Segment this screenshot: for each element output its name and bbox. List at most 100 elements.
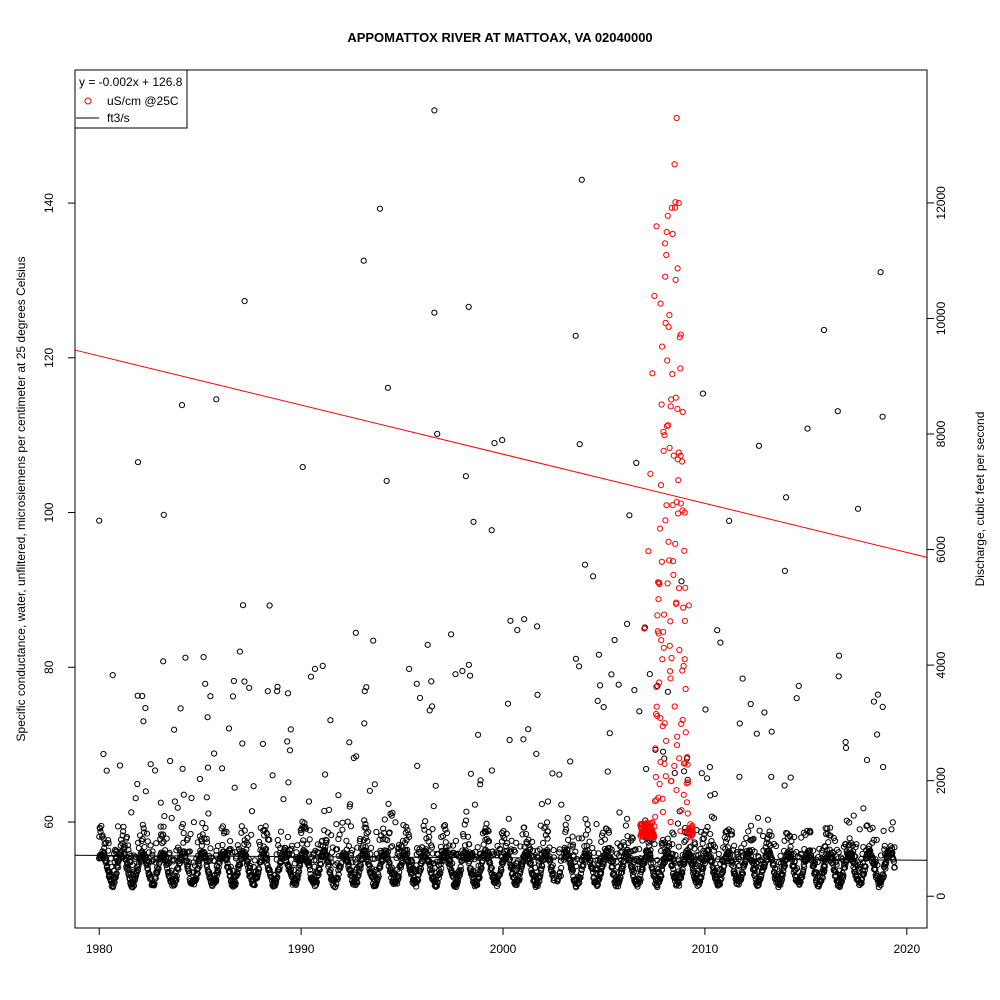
data-point [299,464,306,471]
data-point [724,835,731,842]
data-point [877,882,884,889]
data-point [702,706,709,713]
data-point [663,502,670,509]
data-point [877,269,884,276]
data-point [103,858,110,865]
data-point [160,831,167,838]
data-point [429,826,436,833]
data-point [832,869,839,876]
legend-marker-conductance [84,97,92,105]
data-point [544,798,552,805]
data-point [348,850,355,857]
data-point [629,871,637,879]
data-point [608,846,615,853]
data-point [659,808,667,816]
data-point [171,798,178,805]
data-point [247,862,254,870]
legend-label-discharge: ft3/s [107,111,130,125]
data-point [874,691,882,698]
data-point [858,880,865,887]
data-point [660,644,667,651]
data-point [464,833,472,840]
x-tick-label: 2000 [490,942,517,956]
data-point [339,819,346,826]
data-point [157,799,164,806]
data-point [405,857,412,865]
data-point [211,750,218,757]
data-point [688,832,695,839]
data-point [622,822,630,829]
data-point [428,844,436,851]
data-point [681,838,688,846]
data-point [835,855,842,862]
data-point [651,841,658,848]
data-point [227,845,234,853]
data-point [672,394,679,401]
data-point [731,842,738,849]
data-point [435,875,442,882]
data-point [202,824,209,832]
data-point [684,761,691,768]
data-point [385,800,392,808]
data-point [439,833,447,840]
data-point [852,853,859,860]
data-point [463,808,470,815]
data-point [584,821,591,828]
data-point [345,858,352,865]
data-point [352,629,359,636]
data-point [606,730,613,737]
data-point [448,631,455,638]
data-point [319,662,326,670]
data-point [196,775,203,783]
regression-line [74,349,928,558]
data-point [676,334,683,341]
data-point [670,452,677,459]
data-point [730,847,737,854]
data-point [768,832,775,839]
data-point [663,229,670,236]
data-point [651,798,659,805]
data-point [388,812,395,819]
data-point [698,874,705,882]
data-point [597,682,604,689]
data-point [856,865,863,872]
data-point [619,869,626,876]
data-point [676,755,683,762]
data-point [433,883,440,890]
data-point [457,863,464,870]
data-point [355,872,362,879]
data-point [863,823,870,830]
data-point [645,548,652,555]
data-point [681,547,688,554]
data-point [498,867,505,874]
legend-equation: y = -0.002x + 126.8 [79,75,183,89]
data-point [173,872,180,880]
data-point [672,851,679,859]
data-point [701,831,708,838]
data-point [677,452,684,459]
data-point [384,837,391,844]
data-point [668,778,675,785]
data-point [781,782,788,789]
data-point [768,773,775,780]
data-point [674,820,682,827]
data-point [212,875,219,882]
data-point [679,458,686,465]
data-point [299,840,306,847]
y2-tick-label: 12000 [934,186,948,220]
data-point [288,845,295,852]
data-point [517,843,524,850]
data-point [203,794,210,801]
data-point [171,726,178,733]
data-point [668,204,675,211]
data-point [573,863,580,870]
data-point [615,681,622,688]
data-point [822,843,829,851]
data-point [488,767,495,774]
data-point [256,866,263,873]
data-point [153,840,160,847]
data-point [667,403,674,410]
data-point [675,585,683,592]
legend-label-conductance: uS/cm @25C [107,94,179,108]
data-point [302,825,310,832]
